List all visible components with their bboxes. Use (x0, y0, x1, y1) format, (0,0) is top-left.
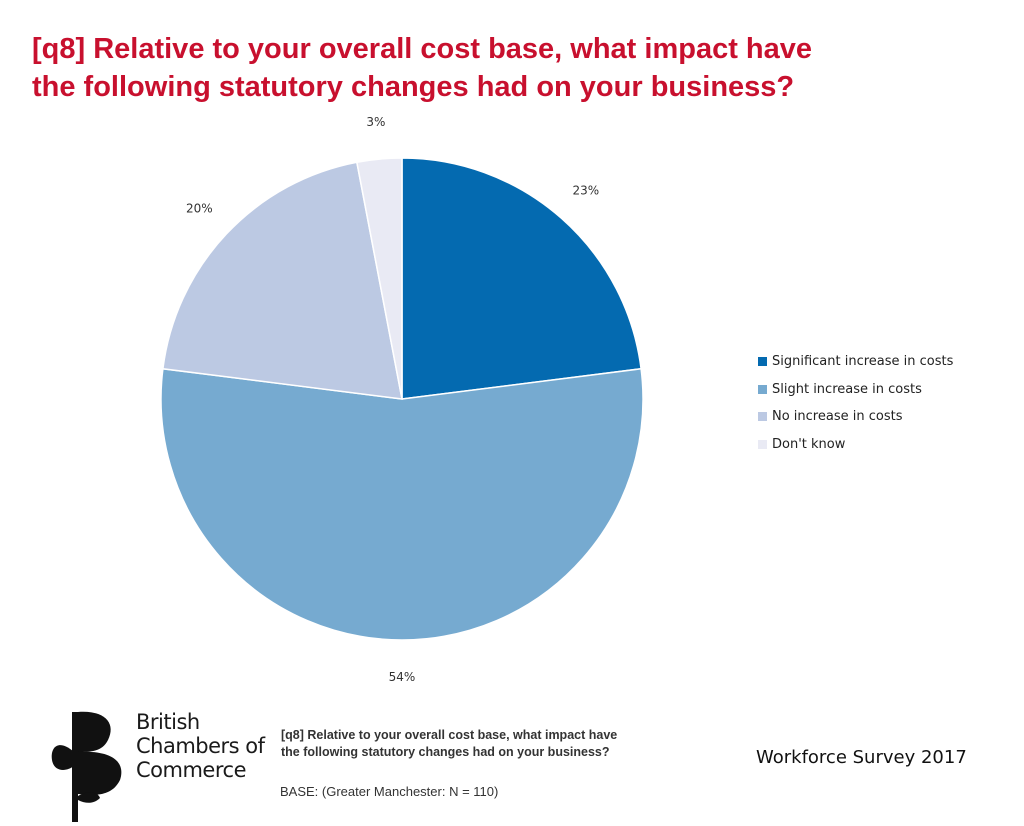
legend-label: Don't know (772, 436, 846, 452)
footnote-line-1: [q8] Relative to your overall cost base,… (281, 728, 618, 742)
bcc-logo: British Chambers of Commerce (48, 708, 278, 826)
footnote-line-2: the following statutory changes had on y… (281, 745, 610, 759)
legend-item-significant: Significant increase in costs (758, 348, 953, 376)
legend-swatch (758, 357, 767, 367)
data-label: 23% (573, 183, 600, 197)
logo-line-3: Commerce (136, 758, 246, 782)
legend-swatch (758, 412, 767, 422)
page-title: [q8] Relative to your overall cost base,… (32, 30, 932, 106)
legend-item-slight: Slight increase in costs (758, 376, 953, 404)
bcc-logo-text: British Chambers of Commerce (136, 710, 265, 782)
slice-slight (160, 367, 644, 641)
slice-no-increase (162, 161, 403, 400)
survey-name: Workforce Survey 2017 (756, 747, 967, 768)
question-footnote: [q8] Relative to your overall cost base,… (281, 727, 701, 761)
logo-line-2: Chambers of (136, 734, 265, 758)
data-label: 3% (366, 115, 385, 129)
legend-label: Slight increase in costs (772, 381, 922, 397)
chart-legend: Significant increase in costs Slight inc… (758, 348, 953, 458)
logo-line-1: British (136, 710, 200, 734)
pie-chart: 23% 54% 20% 3% (160, 115, 644, 684)
legend-swatch (758, 384, 767, 394)
legend-item-no-increase: No increase in costs (758, 403, 953, 431)
legend-swatch (758, 439, 767, 449)
title-line-2: the following statutory changes had on y… (32, 71, 795, 103)
base-note: BASE: (Greater Manchester: N = 110) (280, 784, 499, 799)
legend-item-dont-know: Don't know (758, 431, 953, 459)
legend-label: No increase in costs (772, 409, 903, 425)
bcc-logo-icon (51, 711, 122, 822)
title-line-1: [q8] Relative to your overall cost base,… (32, 33, 813, 65)
data-label: 54% (389, 670, 416, 684)
data-label: 20% (186, 202, 213, 216)
legend-label: Significant increase in costs (772, 354, 954, 370)
slice-significant (401, 157, 642, 400)
slice-dont-know (355, 157, 403, 400)
